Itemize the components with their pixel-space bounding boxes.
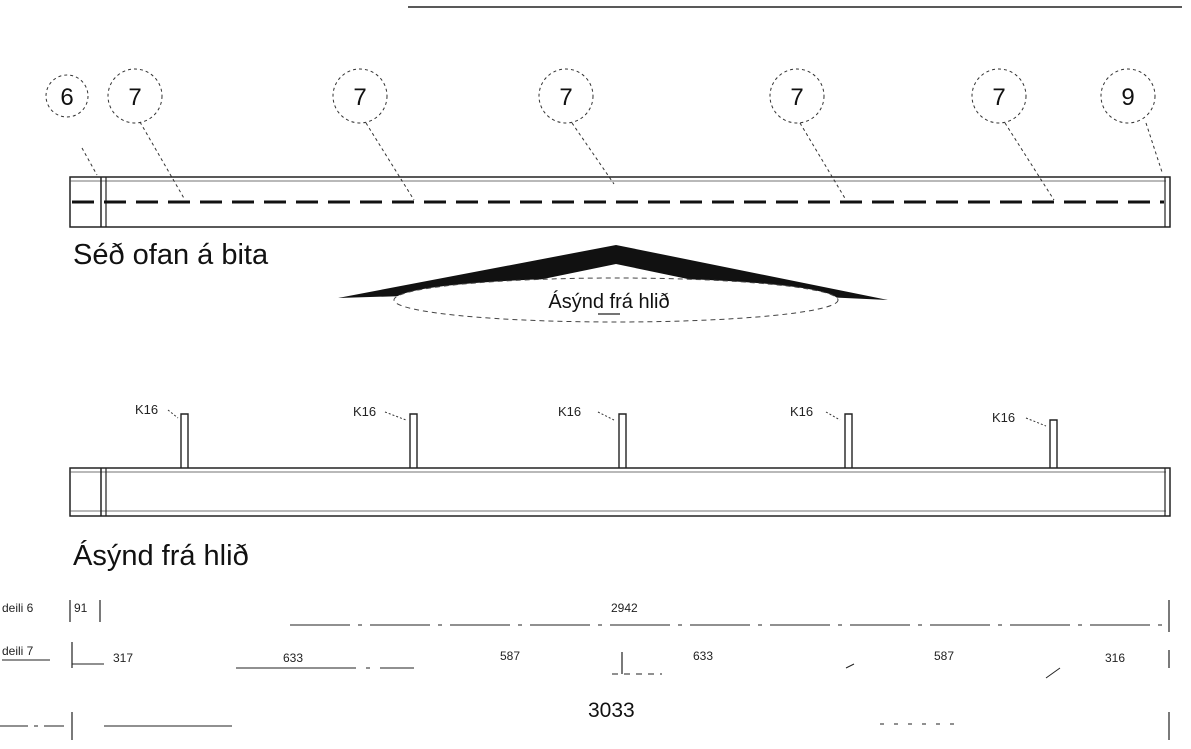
callout-7-a: 7 <box>107 68 186 201</box>
top-view: 6 7 7 7 7 7 9 <box>45 68 1171 271</box>
rebar-3: K16 <box>558 404 627 468</box>
dim-row-7-value-4: 633 <box>693 649 713 663</box>
callout-9-text: 9 <box>1121 84 1134 111</box>
rebar-3-label: K16 <box>558 404 581 419</box>
callout-7-b: 7 <box>332 68 415 201</box>
dim-row-7-label: deili 7 <box>2 644 34 658</box>
callout-7-c-text: 7 <box>559 84 572 111</box>
side-beam-outline <box>69 467 1171 517</box>
dim-row-6-value-2: 2942 <box>611 601 638 615</box>
rebar-2-label: K16 <box>353 404 376 419</box>
dim-row-7-value-6: 316 <box>1105 651 1125 665</box>
dimensions: deili 6 91 2942 deili 7 317 633 587 633 … <box>0 600 1170 740</box>
callout-7-c: 7 <box>538 68 615 185</box>
rebar-5-label: K16 <box>992 410 1015 425</box>
side-view-title: Ásýnd frá hlið <box>73 539 249 572</box>
rebar-4-label: K16 <box>790 404 813 419</box>
side-view: K16 K16 K16 K16 K16 Ásýnd frá hlið <box>69 402 1171 572</box>
dim-row-7-value-3: 587 <box>500 649 520 663</box>
view-arrow-label: Ásýnd frá hlið <box>548 290 669 313</box>
view-arrow-ellipse <box>393 277 839 323</box>
callout-6: 6 <box>45 74 98 176</box>
callout-6-text: 6 <box>60 84 73 111</box>
rebar-2: K16 <box>353 404 418 468</box>
view-arrow: Ásýnd frá hlið <box>338 245 888 323</box>
rebar-5: K16 <box>992 410 1058 468</box>
callout-7-d: 7 <box>769 68 847 201</box>
callout-9: 9 <box>1100 68 1163 173</box>
dim-total-value: 3033 <box>588 699 635 722</box>
dim-row-7-value-5: 587 <box>934 649 954 663</box>
dim-row-6-value-1: 91 <box>74 601 88 615</box>
dim-row-7-value-2: 633 <box>283 651 303 665</box>
top-beam-outline <box>69 176 1171 228</box>
rebar-1: K16 <box>135 402 189 468</box>
dim-row-7-value-1: 317 <box>113 651 133 665</box>
callout-7-d-text: 7 <box>790 84 803 111</box>
rebar-4: K16 <box>790 404 853 468</box>
callout-7-b-text: 7 <box>353 84 366 111</box>
callout-7-a-text: 7 <box>128 84 141 111</box>
dim-row-6-label: deili 6 <box>2 601 34 615</box>
rebar-1-label: K16 <box>135 402 158 417</box>
top-view-title: Séð ofan á bita <box>73 239 269 271</box>
callout-7-e: 7 <box>971 68 1055 201</box>
callout-7-e-text: 7 <box>992 84 1005 111</box>
